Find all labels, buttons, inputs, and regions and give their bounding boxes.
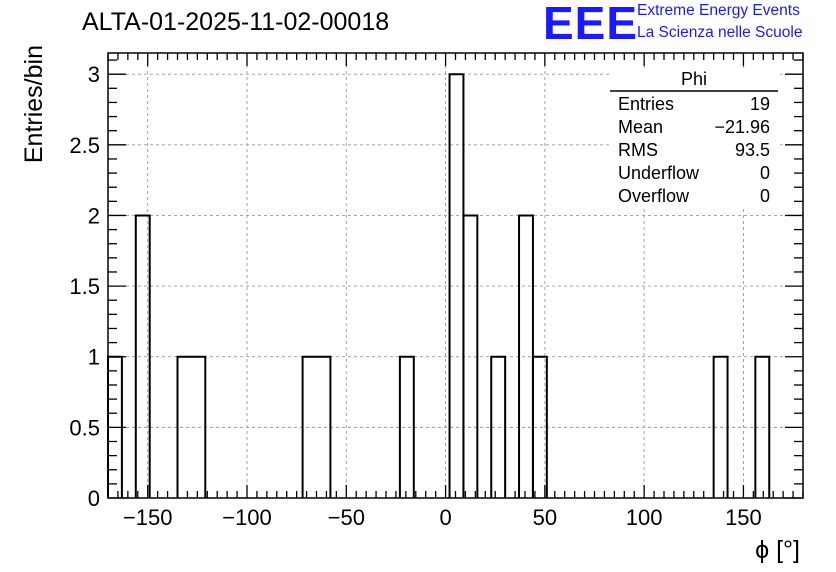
x-tick-label: 100 — [626, 505, 663, 530]
stats-row-label: Underflow — [618, 163, 700, 183]
stats-box-name: Phi — [681, 69, 707, 89]
eee-logo: EEE — [543, 0, 639, 49]
stats-row-label: Mean — [618, 117, 663, 137]
stats-box: Phi Entries 19 Mean −21.96 RMS 93.5 Underflow 0… — [610, 68, 778, 207]
x-tick-label: 50 — [533, 505, 557, 530]
stats-row-label: Entries — [618, 94, 674, 114]
x-tick-label: −50 — [328, 505, 365, 530]
x-tick-label: −150 — [123, 505, 173, 530]
stats-row-label: RMS — [618, 140, 658, 160]
histogram-bin — [301, 355, 332, 498]
eee-logo-line-1: Extreme Energy Events — [637, 2, 800, 19]
x-axis-label: ϕ [°] — [755, 536, 800, 564]
axis-ticks — [107, 53, 804, 499]
y-tick-label: 0.5 — [69, 415, 100, 440]
histogram-bin — [134, 214, 151, 498]
plot-frame — [107, 52, 804, 499]
histogram-bin — [490, 355, 507, 498]
histogram-bin — [398, 355, 415, 498]
histogram-bin — [754, 355, 771, 498]
x-tick-labels: −150 −100 −50 0 50 100 150 — [123, 505, 762, 530]
histogram-bin — [712, 355, 729, 498]
x-tick-label: 150 — [725, 505, 762, 530]
x-tick-label: −100 — [222, 505, 272, 530]
stats-row-value: −21.96 — [714, 117, 770, 137]
y-tick-label: 1 — [88, 345, 100, 370]
histogram-bin — [176, 355, 207, 498]
y-tick-label: 1.5 — [69, 274, 100, 299]
stats-row-value: 19 — [750, 94, 770, 114]
stats-row-value: 0 — [760, 163, 770, 183]
stats-row-label: Overflow — [618, 186, 690, 206]
stats-row-value: 0 — [760, 186, 770, 206]
histogram-title: ALTA-01-2025-11-02-00018 — [82, 8, 390, 36]
histogram-bin — [531, 355, 548, 498]
y-tick-label: 2.5 — [69, 133, 100, 158]
y-tick-label: 3 — [88, 62, 100, 87]
stats-box-rows: Entries 19 Mean −21.96 RMS 93.5 Underflow 0 Over… — [618, 94, 770, 206]
x-tick-label: 0 — [439, 505, 451, 530]
y-tick-label: 2 — [88, 203, 100, 228]
histogram-bin — [462, 214, 479, 498]
stats-row-value: 93.5 — [735, 140, 770, 160]
y-tick-labels: 0 0.5 1 1.5 2 2.5 3 — [69, 62, 100, 511]
y-axis-label: Entries/bin — [20, 45, 48, 163]
eee-logo-line-2: La Scienza nelle Scuole — [637, 24, 803, 41]
y-tick-label: 0 — [88, 486, 100, 511]
